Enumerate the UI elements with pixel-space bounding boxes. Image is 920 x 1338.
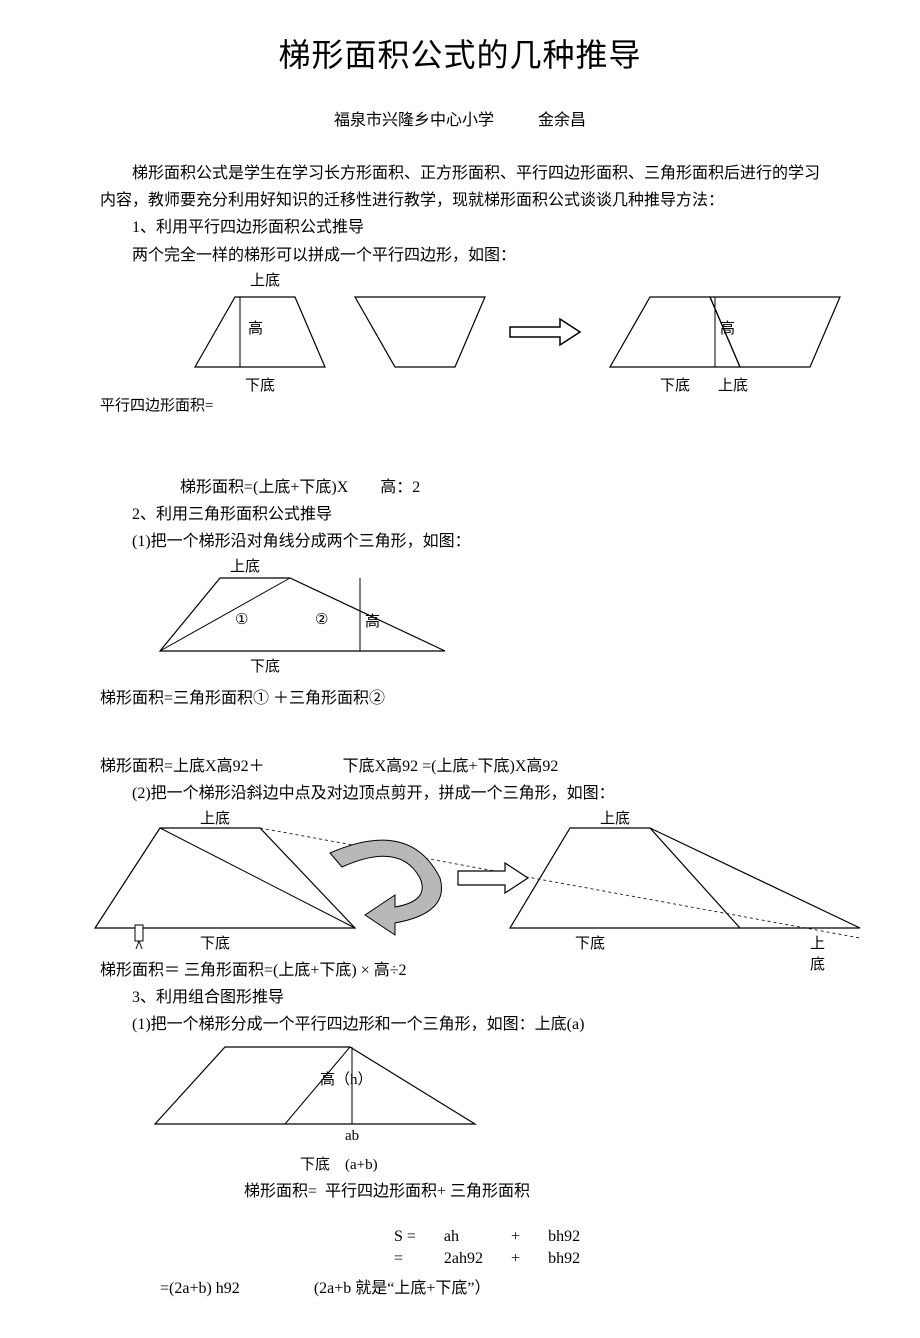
m2-circ2: ② [315,610,328,629]
m2-eq3: 梯形面积＝ 三角形面积=(上底+下底) × 高÷2 [100,957,820,984]
eq-r2c3: + [497,1248,534,1270]
intro-paragraph: 梯形面积公式是学生在学习长方形面积、正方形面积、平行四边形面积、三角形面积后进行… [100,160,820,214]
eq-r1c2: ah [430,1226,497,1248]
method3-figure: 高（h） ab 下底 (a+b) [100,1038,820,1178]
method2-sub1: (1)把一个梯形沿对角线分成两个三角形，如图： [100,528,820,555]
method3-sub1: (1)把一个梯形分成一个平行四边形和一个三角形，如图：上底(a) [100,1011,820,1038]
method3-heading: 3、利用组合图形推导 [100,984,820,1011]
m2-eq2b: 下底X高92 =(上底+下底)X高92 [343,758,559,775]
method1-figure: 上底 高 高 下底 下底 上底 平行四边形面积= [100,269,820,414]
method2-figure1: 上底 ① ② 高 下底 [100,555,820,685]
m1-height-label: 高 [248,317,263,338]
m1-svg [180,287,900,387]
m3-bottom: 下底 (a+b) [300,1153,378,1174]
m2-height: 高 [365,610,380,631]
m2-circ1: ① [235,610,248,629]
m3-last-lhs: =(2a+b) h92 [160,1280,240,1298]
m2-eq2a: 梯形面积=上底X高92＋ [100,758,265,775]
m1-area-eq: 平行四边形面积= [100,394,213,415]
m2-bot-r1: 下底 [575,932,605,953]
m2-eq1: 梯形面积=三角形面积① ＋三角形面积② [100,685,820,712]
m2-bottom: 下底 [250,655,280,676]
m1-combo-bottom2: 上底 [718,374,748,395]
m3-mid: ab [345,1128,359,1145]
eq-r1c4: bh92 [534,1226,594,1248]
eq-r1c1: S = [380,1226,430,1248]
m3-last-note: (2a+b 就是“上底+下底”） [314,1274,491,1298]
byline: 福泉市兴隆乡中心小学 金余昌 [100,106,820,130]
eq-r2c1: = [380,1248,430,1270]
method1-heading: 1、利用平行四边形面积公式推导 [100,214,820,241]
m2-bot-l: 下底 [200,932,230,953]
m1-bottom-label: 下底 [245,374,275,395]
method2-heading: 2、利用三角形面积公式推导 [100,501,820,528]
m3-eq-table: S = ah + bh92 = 2ah92 + bh92 [380,1226,594,1270]
m1-combo-bottom1: 下底 [660,374,690,395]
m1-formula: 梯形面积=(上底+下底)X 高：2 [100,474,820,501]
m3-height: 高（h） [320,1068,373,1089]
m3-eq1: 梯形面积= 平行四边形面积+ 三角形面积 [100,1178,820,1205]
method1-line1: 两个完全一样的梯形可以拼成一个平行四边形，如图： [100,242,820,269]
eq-r2c4: bh92 [534,1248,594,1270]
m1-height-label-2: 高 [720,317,735,338]
method2-sub2: (2)把一个梯形沿斜边中点及对边顶点剪开，拼成一个三角形，如图： [100,780,820,807]
m2-eq2: 梯形面积=上底X高92＋ 下底X高92 =(上底+下底)X高92 [100,753,820,780]
school-name: 福泉市兴隆乡中心小学 [334,106,494,130]
page-title: 梯形面积公式的几种推导 [100,30,820,76]
method2-figure2: 上底 上底 下底 下底 上底 [100,807,820,957]
eq-r2c2: 2ah92 [430,1248,497,1270]
author-name: 金余昌 [538,106,586,130]
m2-bot-r2: 上底 [810,932,825,974]
m3-eq-last: =(2a+b) h92 (2a+b 就是“上底+下底”） [100,1274,820,1298]
eq-r1c3: + [497,1226,534,1248]
